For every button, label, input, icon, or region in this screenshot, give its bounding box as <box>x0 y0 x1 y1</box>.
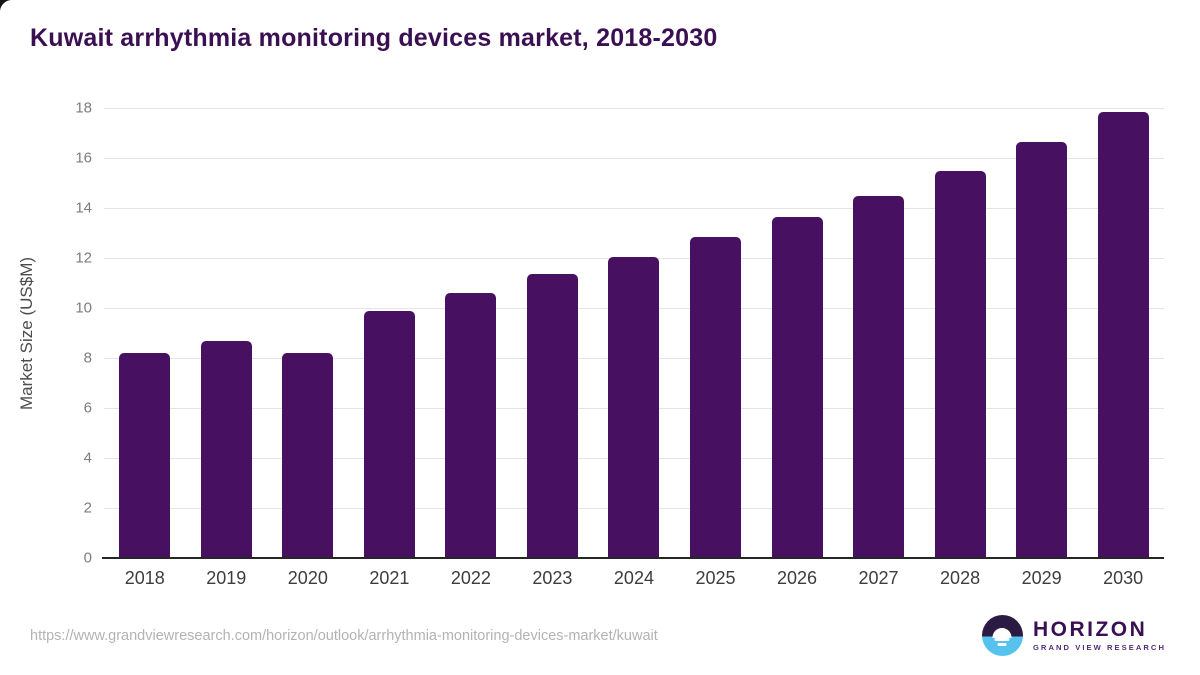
bar-2028 <box>934 170 986 558</box>
y-tick-label-14: 14 <box>75 199 92 217</box>
y-tick-label-8: 8 <box>83 349 92 367</box>
plot-area: 0 2 4 6 8 10 12 14 16 18 <box>75 100 1164 567</box>
bar-slot-2024 <box>593 108 675 558</box>
source-url: https://www.grandviewresearch.com/horizo… <box>30 628 658 644</box>
bar-2026 <box>771 216 823 558</box>
x-tick-label-2029: 2029 <box>1021 568 1062 588</box>
gridline-16 <box>104 158 1164 159</box>
y-tick-label-16: 16 <box>75 149 92 167</box>
bar-slot-2020 <box>267 108 349 558</box>
sun-reflection-line <box>994 638 1010 641</box>
bar-2027 <box>853 195 905 558</box>
y-tick-label-0: 0 <box>83 549 92 567</box>
sun-glyph <box>992 627 1012 638</box>
y-tick-label-6: 6 <box>83 399 92 417</box>
x-tick-label-2018: 2018 <box>124 568 165 588</box>
bar-2029 <box>1016 141 1068 558</box>
x-tick-label-2021: 2021 <box>369 568 410 588</box>
logo-subtitle: GRAND VIEW RESEARCH <box>1032 643 1166 653</box>
y-tick-label-18: 18 <box>75 99 92 117</box>
x-tick-label-2020: 2020 <box>287 568 328 588</box>
x-tick-label-2027: 2027 <box>858 568 899 588</box>
bar-slot-2019 <box>186 108 268 558</box>
bar-slot-2018 <box>104 108 186 558</box>
bar-2030 <box>1097 111 1149 558</box>
bars-container <box>104 108 1164 558</box>
logo-name: HORIZON <box>1032 617 1148 641</box>
bar-2021 <box>363 310 415 558</box>
bar-slot-2029 <box>1001 108 1083 558</box>
sun-reflection-line <box>997 643 1007 646</box>
gridline-18 <box>104 108 1164 109</box>
logo-text: HORIZON GRAND VIEW RESEARCH <box>1032 617 1166 653</box>
bar-2023 <box>526 274 578 558</box>
bar-slot-2025 <box>675 108 757 558</box>
x-tick-label-2026: 2026 <box>776 568 818 588</box>
bar-slot-2021 <box>349 108 431 558</box>
y-tick-label-10: 10 <box>75 299 92 317</box>
y-tick-label-12: 12 <box>75 249 92 267</box>
x-tick-label-2028: 2028 <box>940 568 981 588</box>
bar-slot-2022 <box>430 108 512 558</box>
chart-title: Kuwait arrhythmia monitoring devices mar… <box>30 24 718 52</box>
gridline-14 <box>104 208 1164 209</box>
bar-2019 <box>200 340 252 558</box>
horizon-sun-icon <box>981 615 1023 656</box>
y-axis-title: Market Size (US$M) <box>17 256 36 410</box>
x-tick-label-2022: 2022 <box>450 568 491 588</box>
bar-slot-2027 <box>838 108 920 558</box>
bar-2020 <box>282 353 334 558</box>
bar-slot-2028 <box>919 108 1001 558</box>
bar-slot-2023 <box>512 108 594 558</box>
bar-2025 <box>689 236 741 558</box>
x-tick-label-2024: 2024 <box>613 568 654 588</box>
x-tick-label-2023: 2023 <box>532 568 573 588</box>
x-tick-label-2025: 2025 <box>695 568 736 588</box>
bar-2022 <box>445 293 497 558</box>
x-tick-label-2030: 2030 <box>1103 568 1144 588</box>
bar-slot-2026 <box>756 108 838 558</box>
bar-2018 <box>119 353 171 558</box>
horizon-logo: HORIZON GRAND VIEW RESEARCH <box>981 615 1166 656</box>
bar-2024 <box>608 256 660 558</box>
x-axis-labels: 2018 2019 2020 2021 2022 2023 2024 2025 2026 2027… <box>104 568 1164 589</box>
bar-slot-2030 <box>1082 108 1164 558</box>
y-tick-label-4: 4 <box>83 449 92 467</box>
screen-corner-artifact <box>0 0 11 11</box>
y-tick-label-2: 2 <box>83 499 92 517</box>
x-tick-label-2019: 2019 <box>206 568 247 588</box>
x-axis-line <box>102 557 1164 559</box>
